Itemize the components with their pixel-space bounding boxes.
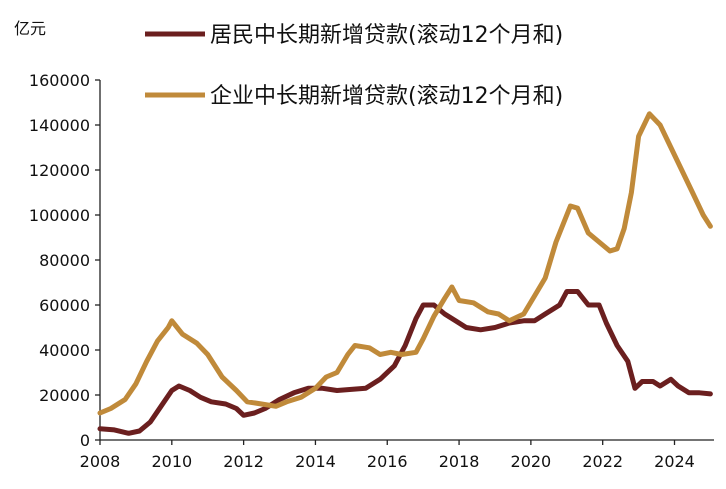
legend: 居民中长期新增贷款(滚动12个月和) 企业中长期新增贷款(滚动12个月和) [145,23,563,109]
y-tick-label: 20000 [39,386,90,405]
unit-label: 亿元 [14,19,46,38]
legend-label-household: 居民中长期新增贷款(滚动12个月和) [210,23,563,48]
series-layer [97,111,713,436]
y-axis-ticks: 0 20000 40000 60000 80000 100000 120000 140000 1… [29,71,100,450]
y-tick-label: 140000 [29,116,90,135]
x-tick-label: 2024 [654,452,695,471]
x-tick-label: 2010 [151,452,192,471]
y-tick-label: 80000 [39,251,90,270]
x-tick-label: 2016 [367,452,408,471]
series-line-enterprise [97,111,713,416]
x-tick-label: 2012 [223,452,264,471]
series-line-household [97,289,713,436]
y-tick-label: 100000 [29,206,90,225]
legend-label-enterprise: 企业中长期新增贷款(滚动12个月和) [210,84,563,109]
y-tick-label: 0 [80,431,90,450]
y-tick-label: 120000 [29,161,90,180]
x-tick-label: 2020 [511,452,552,471]
x-tick-label: 2022 [582,452,623,471]
x-tick-label: 2008 [80,452,121,471]
x-tick-label: 2014 [295,452,336,471]
y-tick-label: 40000 [39,341,90,360]
y-tick-label: 60000 [39,296,90,315]
x-tick-label: 2018 [439,452,480,471]
y-tick-label: 160000 [29,71,90,90]
x-axis-ticks: 2008 2010 2012 2014 2016 2018 2020 2022 2024 [80,440,695,471]
